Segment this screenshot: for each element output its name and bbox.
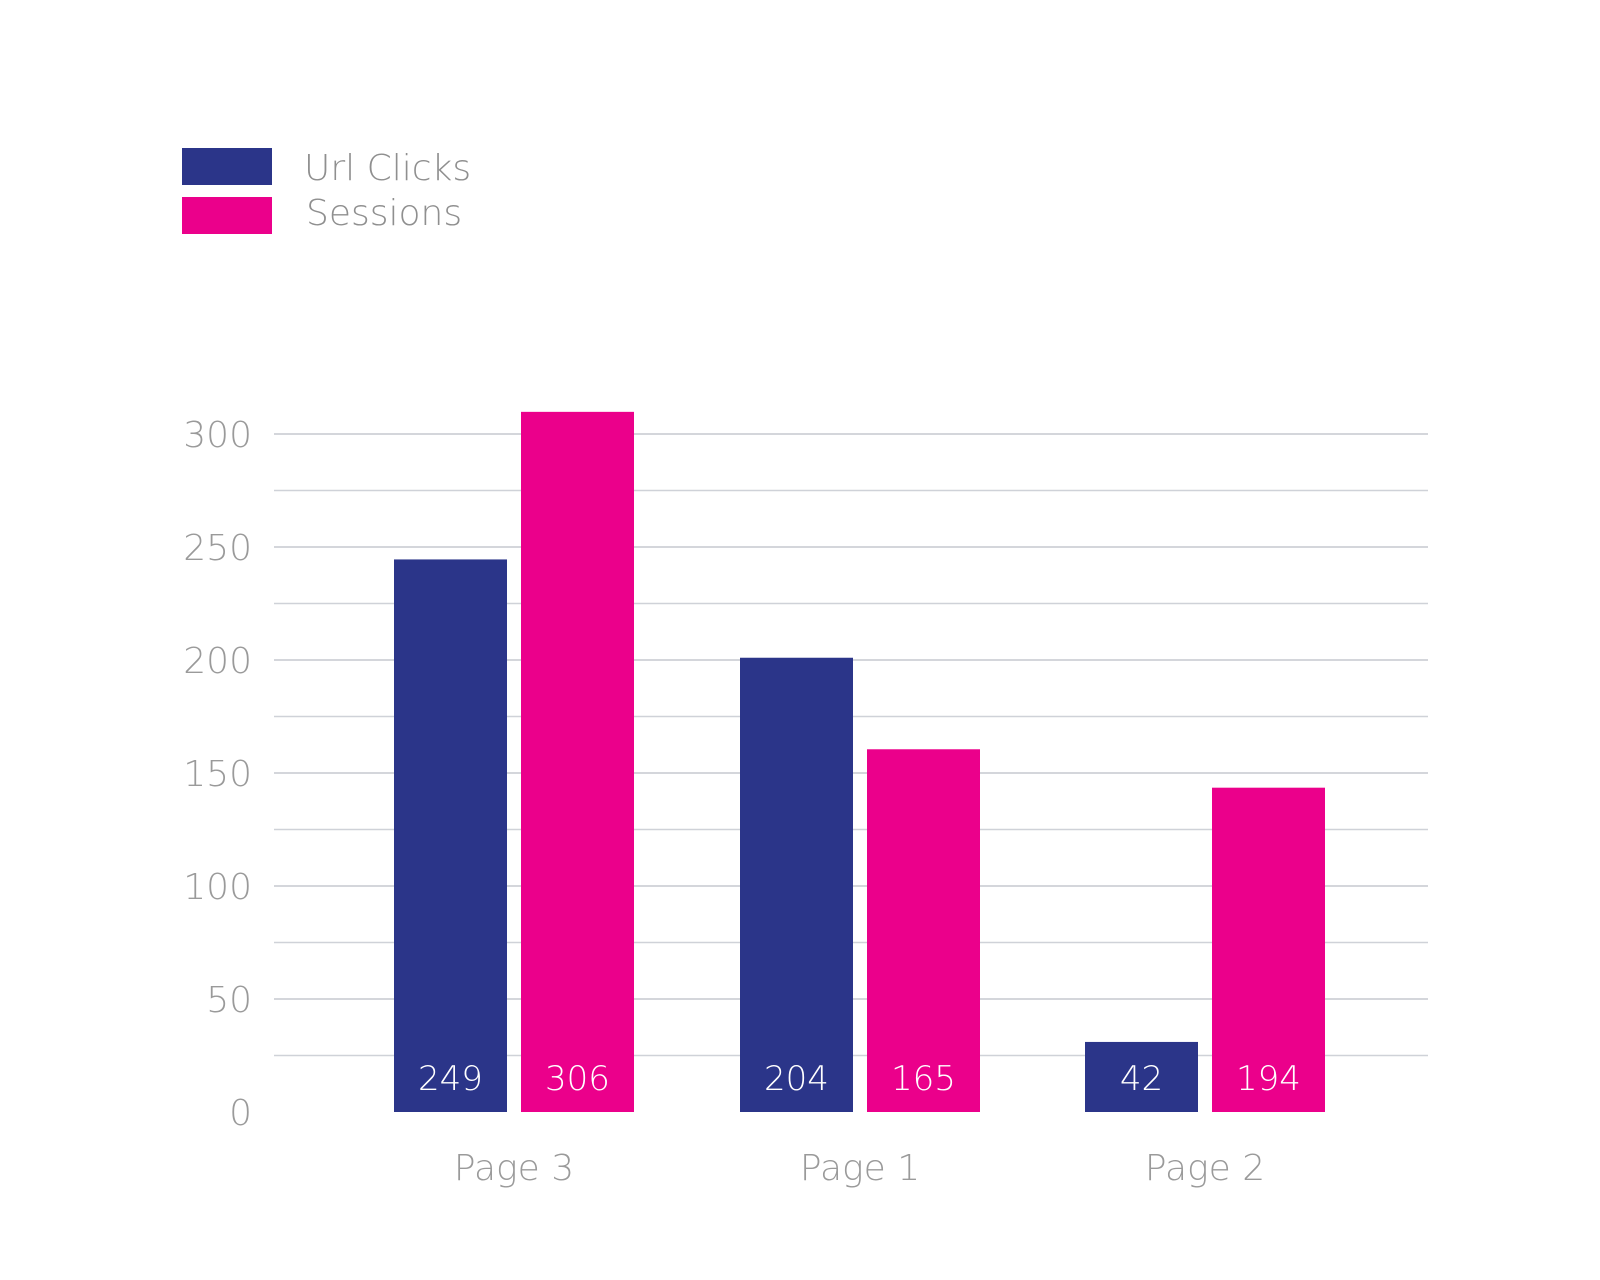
- bar-sessions-page-1: [867, 749, 980, 1112]
- y-axis: 0 50 100 150 200 250 300: [183, 415, 252, 1134]
- bar-sessions-page-2: [1212, 787, 1325, 1112]
- bar-label-sessions-page-2: 194: [1236, 1059, 1301, 1099]
- x-tick-label-page-2: Page 2: [1145, 1148, 1265, 1189]
- bar-label-url-clicks-page-1: 204: [764, 1059, 829, 1099]
- bar-url-clicks-page-2: [1085, 1041, 1198, 1112]
- bar-sessions-page-3: [521, 411, 634, 1112]
- bar-label-url-clicks-page-3: 249: [418, 1059, 483, 1099]
- y-tick-label-250: 250: [183, 528, 252, 569]
- y-tick-label-150: 150: [183, 754, 252, 795]
- bar-label-url-clicks-page-2: 42: [1120, 1059, 1163, 1099]
- bar-url-clicks-page-1: [740, 657, 853, 1112]
- y-tick-label-200: 200: [183, 641, 252, 682]
- x-axis: Page 3 Page 1 Page 2: [454, 1148, 1265, 1189]
- x-tick-label-page-1: Page 1: [800, 1148, 920, 1189]
- y-tick-label-0: 0: [229, 1093, 252, 1134]
- bar-label-sessions-page-3: 306: [545, 1059, 610, 1099]
- legend-label-url-clicks: Url Clicks: [304, 148, 471, 189]
- bars: [394, 411, 1325, 1112]
- x-tick-label-page-3: Page 3: [454, 1148, 574, 1189]
- legend-swatch-url-clicks: [182, 148, 272, 185]
- legend-swatch-sessions: [182, 197, 272, 234]
- y-tick-label-100: 100: [183, 867, 252, 908]
- y-tick-label-50: 50: [206, 980, 252, 1021]
- legend-label-sessions: Sessions: [306, 193, 462, 234]
- bar-url-clicks-page-3: [394, 559, 507, 1112]
- legend: Url Clicks Sessions: [182, 148, 471, 234]
- bar-labels: 249 306 204 165 42 194: [418, 1059, 1301, 1099]
- bar-label-sessions-page-1: 165: [891, 1059, 956, 1099]
- y-tick-label-300: 300: [183, 415, 252, 456]
